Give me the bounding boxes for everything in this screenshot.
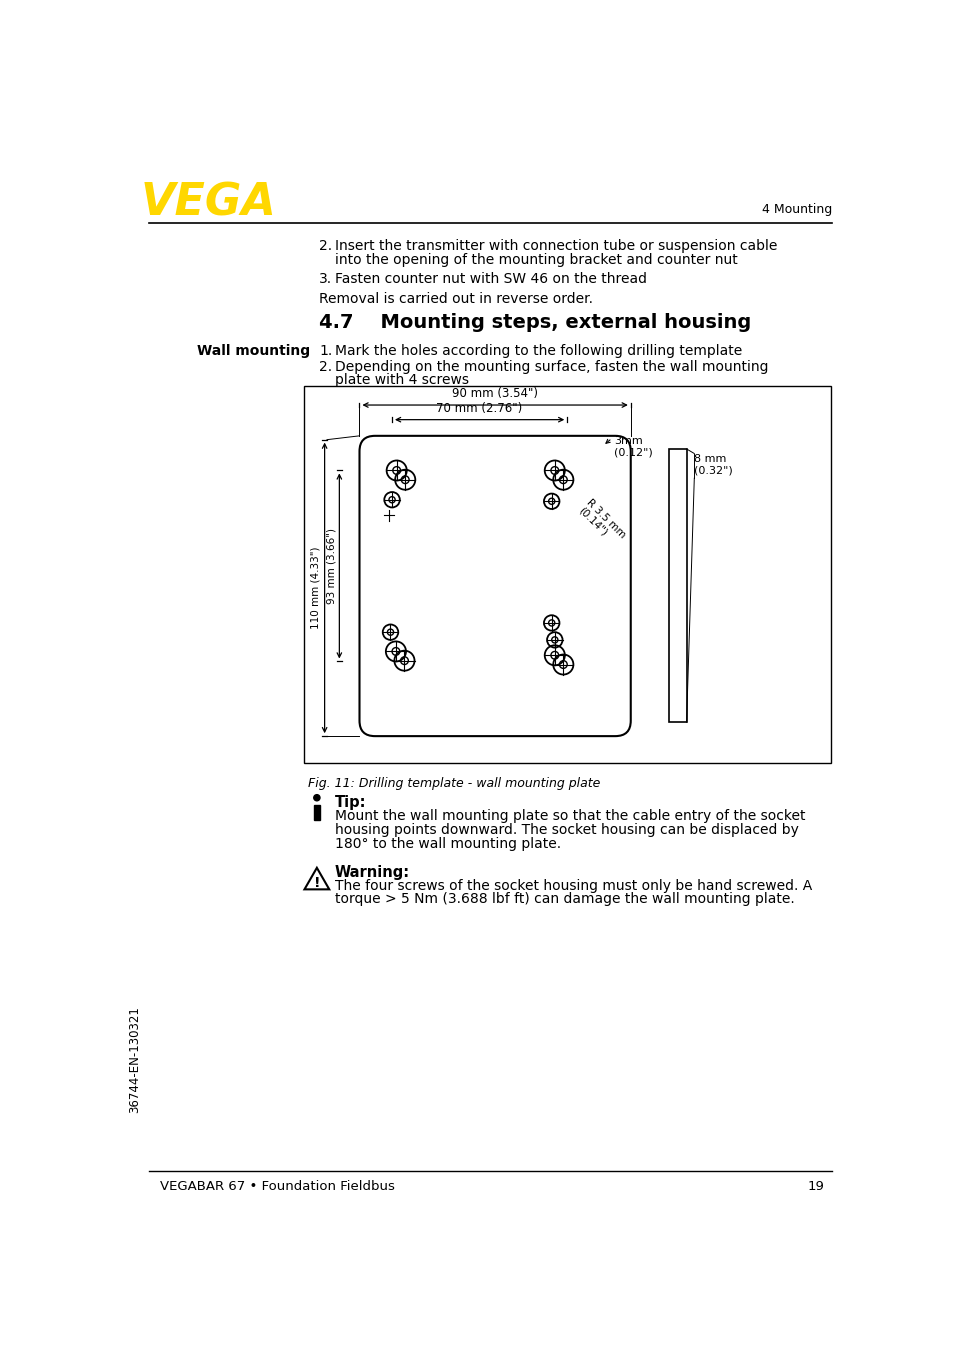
Text: VEGABAR 67 • Foundation Fieldbus: VEGABAR 67 • Foundation Fieldbus <box>159 1181 394 1193</box>
Text: torque > 5 Nm (3.688 lbf ft) can damage the wall mounting plate.: torque > 5 Nm (3.688 lbf ft) can damage … <box>335 892 794 906</box>
Text: 93 mm (3.66"): 93 mm (3.66") <box>326 528 335 604</box>
Text: Fig. 11: Drilling template - wall mounting plate: Fig. 11: Drilling template - wall mounti… <box>307 777 599 789</box>
Text: R 3.5 mm
(0.14"): R 3.5 mm (0.14") <box>576 497 627 548</box>
Text: 2.: 2. <box>319 240 332 253</box>
Text: Warning:: Warning: <box>335 865 410 880</box>
Text: 3.: 3. <box>319 272 332 286</box>
Text: 8 mm
(0.32"): 8 mm (0.32") <box>694 454 732 477</box>
Text: 36744-EN-130321: 36744-EN-130321 <box>128 1006 141 1113</box>
Text: 70 mm (2.76"): 70 mm (2.76") <box>436 402 522 416</box>
Polygon shape <box>304 868 329 890</box>
Text: Fasten counter nut with SW 46 on the thread: Fasten counter nut with SW 46 on the thr… <box>335 272 646 286</box>
Text: into the opening of the mounting bracket and counter nut: into the opening of the mounting bracket… <box>335 253 737 267</box>
Text: 180° to the wall mounting plate.: 180° to the wall mounting plate. <box>335 837 560 852</box>
Text: plate with 4 screws: plate with 4 screws <box>335 374 468 387</box>
Text: 3mm
(0.12"): 3mm (0.12") <box>613 436 652 458</box>
Text: 2.: 2. <box>319 360 332 374</box>
Text: 19: 19 <box>807 1181 823 1193</box>
Text: 1.: 1. <box>319 344 332 359</box>
Text: Mount the wall mounting plate so that the cable entry of the socket: Mount the wall mounting plate so that th… <box>335 810 804 823</box>
Bar <box>314 804 319 821</box>
Text: housing points downward. The socket housing can be displaced by: housing points downward. The socket hous… <box>335 823 798 837</box>
Text: 110 mm (4.33"): 110 mm (4.33") <box>311 547 320 630</box>
Text: 4.7    Mounting steps, external housing: 4.7 Mounting steps, external housing <box>319 313 751 332</box>
Text: Removal is carried out in reverse order.: Removal is carried out in reverse order. <box>319 292 593 306</box>
Circle shape <box>314 795 319 800</box>
Text: Insert the transmitter with connection tube or suspension cable: Insert the transmitter with connection t… <box>335 240 777 253</box>
Text: Wall mounting: Wall mounting <box>196 344 310 359</box>
Text: 90 mm (3.54"): 90 mm (3.54") <box>452 387 537 399</box>
Text: VEGA: VEGA <box>140 181 276 223</box>
Text: Mark the holes according to the following drilling template: Mark the holes according to the followin… <box>335 344 741 359</box>
Text: Tip:: Tip: <box>335 795 366 811</box>
FancyBboxPatch shape <box>359 436 630 737</box>
Text: !: ! <box>314 876 320 890</box>
Text: Depending on the mounting surface, fasten the wall mounting: Depending on the mounting surface, faste… <box>335 360 767 374</box>
Text: 4 Mounting: 4 Mounting <box>761 203 831 217</box>
Bar <box>669 450 686 722</box>
Bar <box>303 386 830 764</box>
Text: The four screws of the socket housing must only be hand screwed. A: The four screws of the socket housing mu… <box>335 879 811 892</box>
